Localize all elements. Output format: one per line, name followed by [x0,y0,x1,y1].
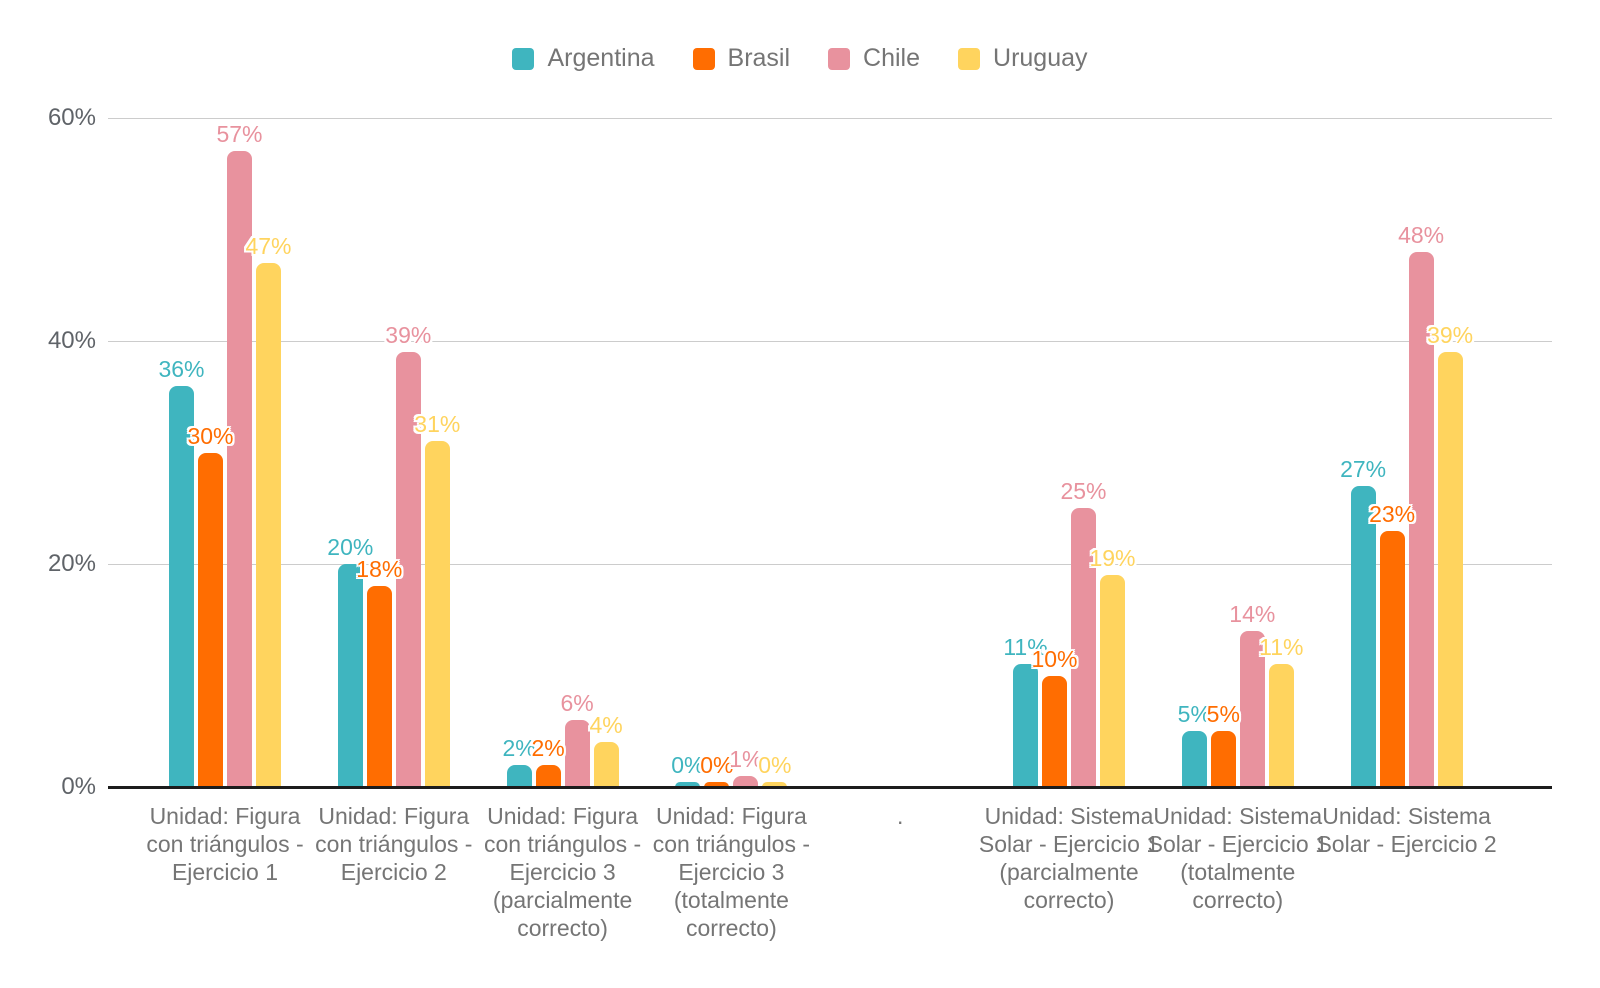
bar-uruguay-cat6[interactable] [1100,575,1125,787]
gridline-40% [108,341,1552,342]
bar-value-label: 5% [1206,701,1240,728]
bar-argentina-cat3[interactable] [506,764,532,787]
legend-label: Argentina [547,44,655,72]
bar-value-label: 0% [671,752,705,778]
x-axis-category-label: Unidad: Figura con triángulos - Ejercici… [483,803,642,941]
bar-value-label: 47% [245,232,292,259]
bar-uruguay-cat7[interactable] [1268,664,1294,787]
gridline-20% [108,564,1552,565]
bar-value-label: 4% [589,712,623,739]
bar-value-label: 14% [1229,600,1276,627]
bar-chile-cat3[interactable] [564,720,590,787]
bar-argentina-cat6[interactable] [1013,664,1038,787]
legend-item-argentina[interactable]: Argentina [512,44,655,72]
legend-swatch-icon [692,47,715,70]
bar-chile-cat2[interactable] [395,352,421,787]
bar-brasil-cat7[interactable] [1210,731,1236,787]
bar-argentina-cat7[interactable] [1181,731,1207,787]
x-axis-category-label: Unidad: Figura con triángulos - Ejercici… [315,803,473,885]
bar-value-label: 6% [560,690,594,717]
x-axis-category-label: . [896,803,904,829]
bar-uruguay-cat8[interactable] [1437,352,1463,787]
bar-value-label: 10% [1031,645,1078,672]
legend-swatch-icon [958,47,981,70]
bar-brasil-cat2[interactable] [366,586,392,787]
bar-uruguay-cat2[interactable] [424,441,450,787]
bar-value-label: 27% [1340,455,1387,482]
bar-value-label: 1% [729,745,763,772]
bar-value-label: 36% [158,355,205,382]
x-axis-category-label: Unidad: Sistema Solar - Ejercicio 1 (par… [978,803,1160,913]
bar-value-label: 20% [327,534,374,560]
bar-value-label: 18% [356,556,403,583]
gridline-60% [108,118,1552,119]
bar-value-label: 25% [1060,478,1107,505]
bar-argentina-cat2[interactable] [337,564,363,787]
x-axis-category-label: Unidad: Sistema Solar - Ejercicio 1 (tot… [1147,803,1328,913]
x-axis-category-label: Unidad: Figura con triángulos - Ejercici… [146,803,304,885]
bar-value-label: 0% [700,752,734,778]
x-axis-category-label: Unidad: Sistema Solar - Ejercicio 2 [1316,803,1497,857]
y-axis-tick-label: 60% [47,104,96,131]
bar-chile-cat7[interactable] [1239,630,1265,787]
bar-value-label: 11% [1259,634,1304,661]
bar-argentina-cat4[interactable] [675,782,701,787]
bar-chile-cat4[interactable] [733,775,759,787]
bar-uruguay-cat4[interactable] [762,782,788,787]
bar-brasil-cat3[interactable] [535,764,561,787]
legend-label: Brasil [727,44,791,72]
bar-value-label: 39% [385,322,432,349]
bar-uruguay-cat1[interactable] [256,262,281,787]
x-axis-line [108,786,1552,789]
legend: Argentina Brasil Chile Uruguay [0,46,1600,71]
bar-value-label: 39% [1427,322,1474,349]
bar-argentina-cat1[interactable] [169,385,194,787]
bar-value-label: 23% [1369,500,1416,527]
legend-item-uruguay[interactable]: Uruguay [958,46,1088,71]
bar-value-label: 57% [216,121,263,148]
bar-value-label: 0% [758,752,792,778]
legend-item-chile[interactable]: Chile [828,46,920,71]
bar-value-label: 11% [1003,634,1048,661]
legend-label: Uruguay [993,44,1088,72]
bar-value-label: 2% [531,734,565,761]
y-axis-tick-label: 20% [47,550,96,577]
legend-item-brasil[interactable]: Brasil [692,44,791,72]
bar-uruguay-cat3[interactable] [593,742,619,787]
bar-value-label: 5% [1177,701,1211,728]
bar-brasil-cat8[interactable] [1379,530,1405,787]
bar-value-label: 2% [502,734,536,761]
y-axis-tick-label: 40% [47,327,96,354]
bar-argentina-cat8[interactable] [1350,485,1376,787]
bar-chile-cat1[interactable] [227,151,252,787]
bar-chile-cat8[interactable] [1408,251,1434,787]
y-axis-tick-label: 0% [61,773,96,800]
bar-chile-cat6[interactable] [1071,508,1096,787]
bar-value-label: 19% [1089,545,1136,572]
legend-swatch-icon [828,47,851,70]
bar-brasil-cat4[interactable] [704,782,730,787]
bar-value-label: 31% [414,411,461,438]
bar-value-label: 48% [1398,221,1445,248]
bar-value-label: 30% [187,422,234,449]
legend-swatch-icon [512,47,535,70]
x-axis-category-label: Unidad: Figura con triángulos - Ejercici… [652,803,811,941]
bar-brasil-cat6[interactable] [1042,675,1067,787]
bar-brasil-cat1[interactable] [198,452,223,787]
legend-label: Chile [863,44,921,72]
